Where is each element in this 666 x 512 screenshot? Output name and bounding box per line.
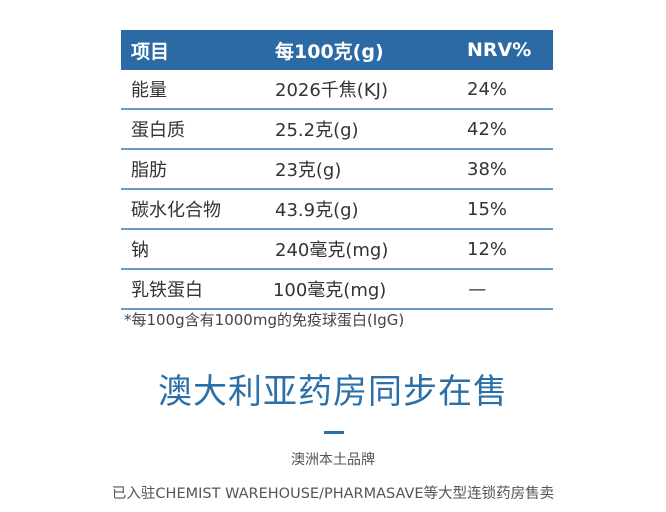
cell-nrv: — [468, 278, 487, 300]
cell-item: 碳水化合物 [131, 200, 221, 221]
cell-nrv: 12% [467, 238, 508, 260]
cell-amount: 240毫克(mg) [275, 240, 389, 261]
cell-nrv: 24% [467, 78, 508, 100]
cell-item: 蛋白质 [131, 120, 185, 141]
table-row: 能量 2026千焦(KJ) 24% [121, 70, 553, 110]
headline: 澳大利亚药房同步在售 [158, 372, 508, 412]
header-per100g: 每100克(g) [275, 40, 384, 63]
footnote: *每100g含有1000mg的免疫球蛋白(IgG) [124, 311, 405, 329]
table-row: 碳水化合物 43.9克(g) 15% [121, 190, 553, 230]
cell-amount: 2026千焦(KJ) [275, 80, 388, 101]
cell-amount: 100毫克(mg) [272, 280, 387, 301]
table-row: 乳铁蛋白 100毫克(mg) — [121, 270, 553, 310]
cell-nrv: 38% [467, 158, 508, 180]
cell-amount: 43.9克(g) [275, 200, 359, 221]
cell-item: 钠 [131, 240, 149, 261]
cell-item: 脂肪 [131, 160, 167, 181]
cell-nrv: 15% [467, 198, 508, 220]
nutrition-table: 项目 每100克(g) NRV% 能量 2026千焦(KJ) 24% 蛋白质 2… [121, 30, 553, 310]
cell-nrv: 42% [467, 118, 508, 140]
table-row: 蛋白质 25.2克(g) 42% [121, 110, 553, 150]
cell-item: 乳铁蛋白 [131, 280, 203, 301]
cell-amount: 25.2克(g) [275, 120, 359, 141]
cell-amount: 23克(g) [275, 160, 342, 181]
table-header: 项目 每100克(g) NRV% [121, 30, 553, 70]
divider-dash [324, 431, 344, 434]
description: 已入驻CHEMIST WAREHOUSE/PHARMASAVE等大型连锁药房售卖 [111, 486, 555, 502]
header-nrv: NRV% [467, 39, 532, 61]
table-row: 钠 240毫克(mg) 12% [121, 230, 553, 270]
cell-item: 能量 [131, 80, 167, 101]
header-item: 项目 [131, 40, 170, 63]
table-row: 脂肪 23克(g) 38% [121, 150, 553, 190]
subtitle: 澳洲本土品牌 [291, 452, 375, 468]
